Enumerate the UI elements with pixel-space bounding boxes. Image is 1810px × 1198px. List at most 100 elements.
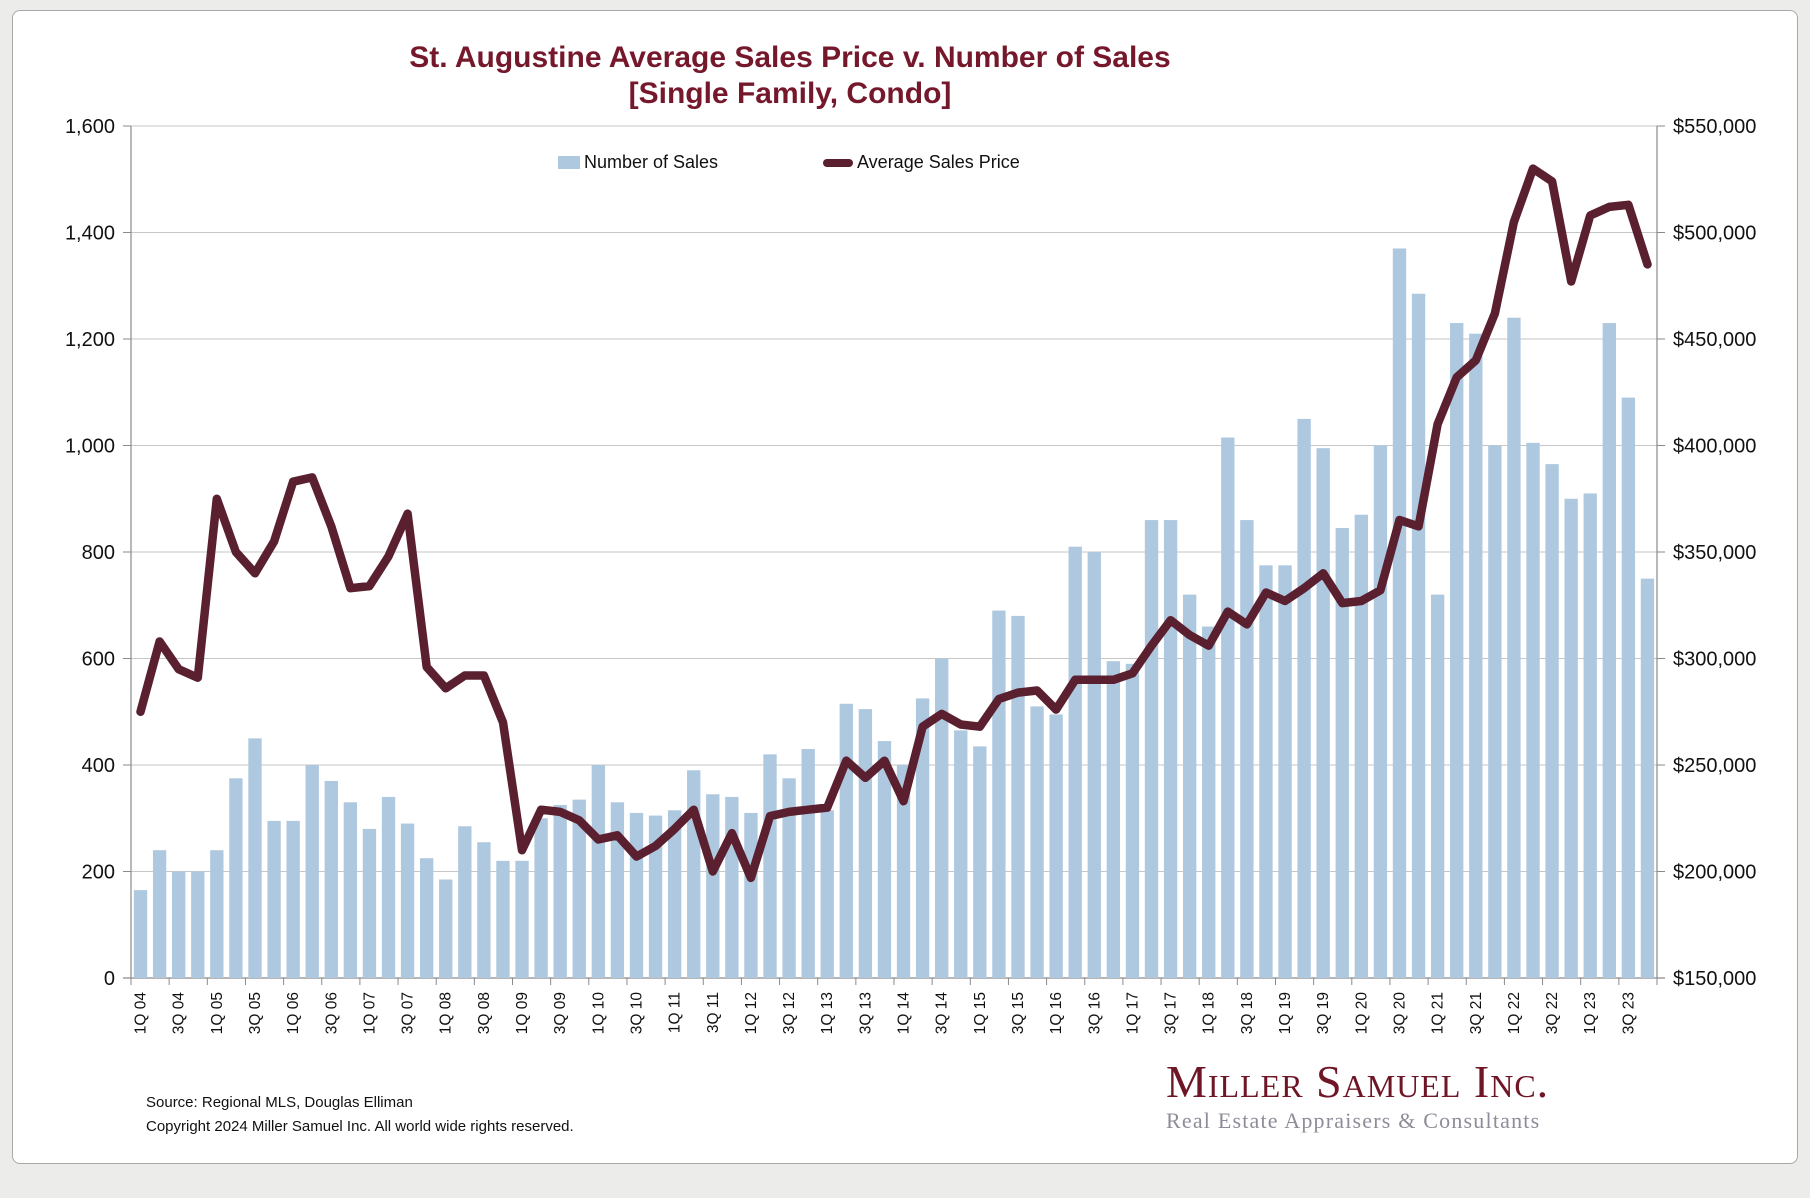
bar-1Q-14 — [896, 765, 911, 978]
bar-3Q-23 — [1621, 397, 1636, 978]
bar-3Q-16 — [1087, 552, 1101, 978]
x-axis-label-3Q-06: 3Q 06 — [323, 992, 340, 1034]
bar-4Q-23 — [1640, 578, 1655, 978]
x-axis-label-3Q-10: 3Q 10 — [628, 992, 645, 1035]
bar-2Q-11 — [687, 770, 701, 978]
legend-line-swatch-icon — [823, 158, 853, 167]
bar-2Q-10 — [610, 802, 625, 978]
legend-bar-swatch-icon — [558, 156, 580, 169]
y-axis-left-label: 600 — [82, 649, 115, 671]
x-axis-label-3Q-12: 3Q 12 — [781, 992, 798, 1034]
x-axis-label-3Q-07: 3Q 07 — [400, 992, 417, 1034]
x-axis-label-3Q-21: 3Q 21 — [1468, 992, 1485, 1034]
bar-1Q-04 — [133, 890, 148, 978]
bar-2Q-23 — [1602, 323, 1616, 978]
bar-4Q-20 — [1411, 293, 1426, 978]
x-axis-label-1Q-05: 1Q 05 — [209, 992, 226, 1034]
bar-2Q-16 — [1068, 546, 1082, 978]
bar-4Q-19 — [1335, 528, 1349, 978]
bar-4Q-05 — [267, 820, 281, 978]
y-axis-right-label: $150,000 — [1673, 968, 1756, 990]
bar-2Q-12 — [763, 754, 777, 978]
x-axis-label-1Q-12: 1Q 12 — [743, 992, 760, 1034]
bar-1Q-13 — [820, 810, 834, 978]
chart-title-line2: [Single Family, Condo] — [628, 77, 952, 110]
y-axis-left-label: 1,600 — [65, 116, 115, 138]
bar-3Q-15 — [1011, 615, 1025, 978]
x-axis-label-1Q-13: 1Q 13 — [819, 992, 836, 1034]
bar-2Q-19 — [1297, 418, 1311, 978]
bar-1Q-11 — [667, 810, 682, 978]
bar-4Q-04 — [191, 871, 205, 978]
bar-2Q-15 — [992, 610, 1006, 978]
y-axis-right-label: $350,000 — [1673, 542, 1756, 564]
bar-3Q-17 — [1163, 520, 1178, 978]
bar-1Q-19 — [1278, 565, 1292, 978]
bar-1Q-06 — [286, 820, 300, 978]
bar-4Q-08 — [496, 860, 510, 978]
bar-1Q-07 — [362, 828, 377, 978]
bar-1Q-16 — [1049, 714, 1063, 978]
legend-number-of-sales-label: Number of Sales — [584, 152, 719, 172]
x-axis-label-3Q-17: 3Q 17 — [1163, 992, 1180, 1034]
bar-3Q-04 — [172, 871, 186, 978]
x-axis-label-3Q-23: 3Q 23 — [1620, 992, 1637, 1034]
bar-1Q-08 — [439, 879, 453, 978]
bar-3Q-12 — [782, 778, 796, 978]
y-axis-right-label: $300,000 — [1673, 649, 1756, 671]
bar-3Q-19 — [1316, 448, 1330, 979]
bar-4Q-14 — [954, 730, 968, 978]
x-axis-label-1Q-22: 1Q 22 — [1506, 992, 1523, 1034]
x-axis-label-1Q-17: 1Q 17 — [1124, 992, 1141, 1034]
chart-title: St. Augustine Average Sales Price v. Num… — [0, 40, 1580, 112]
bar-4Q-13 — [877, 741, 892, 978]
bar-3Q-11 — [706, 794, 720, 978]
y-axis-right-label: $200,000 — [1673, 862, 1756, 884]
x-axis-label-1Q-16: 1Q 16 — [1048, 992, 1065, 1034]
bar-1Q-23 — [1583, 493, 1597, 978]
x-axis-label-3Q-14: 3Q 14 — [934, 992, 951, 1035]
bar-1Q-20 — [1354, 514, 1369, 978]
bar-2Q-14 — [915, 698, 930, 978]
bar-1Q-12 — [744, 812, 758, 978]
y-axis-left-label: 200 — [82, 862, 115, 884]
bar-1Q-21 — [1430, 594, 1445, 978]
bar-3Q-21 — [1469, 333, 1483, 978]
x-axis-label-3Q-15: 3Q 15 — [1010, 992, 1027, 1034]
branding: Miller Samuel Inc. Real Estate Appraiser… — [1166, 1058, 1706, 1134]
x-axis-label-1Q-21: 1Q 21 — [1430, 992, 1447, 1034]
x-axis-label-3Q-05: 3Q 05 — [247, 992, 264, 1034]
bar-2Q-05 — [229, 778, 243, 978]
bar-4Q-17 — [1182, 594, 1197, 978]
bar-4Q-10 — [648, 815, 663, 978]
bar-1Q-09 — [515, 860, 529, 978]
bar-4Q-22 — [1564, 498, 1578, 978]
bar-2Q-08 — [458, 826, 472, 978]
bar-2Q-22 — [1526, 442, 1540, 978]
brand-tagline: Real Estate Appraisers & Consultants — [1166, 1108, 1541, 1133]
average-sales-price-line — [136, 164, 1652, 883]
bar-2Q-09 — [534, 818, 548, 978]
bar-2Q-18 — [1221, 437, 1235, 978]
x-axis-label-3Q-13: 3Q 13 — [857, 992, 874, 1034]
legend-average-sales-price: Average Sales Price — [823, 152, 1020, 173]
bar-4Q-06 — [343, 802, 358, 978]
x-axis-label-3Q-19: 3Q 19 — [1315, 992, 1332, 1034]
x-axis-label-1Q-10: 1Q 10 — [590, 992, 607, 1035]
x-axis-label-1Q-11: 1Q 11 — [667, 992, 684, 1033]
bar-3Q-22 — [1545, 464, 1559, 978]
y-axis-right-label: $450,000 — [1673, 329, 1756, 351]
x-axis-label-1Q-19: 1Q 19 — [1277, 992, 1294, 1034]
bar-1Q-05 — [210, 850, 224, 978]
x-axis-label-1Q-18: 1Q 18 — [1201, 992, 1218, 1034]
bar-3Q-09 — [553, 804, 567, 978]
bar-2Q-17 — [1144, 520, 1159, 978]
bar-2Q-04 — [152, 850, 167, 978]
bar-2Q-06 — [305, 765, 319, 978]
y-axis-left-label: 0 — [104, 968, 115, 990]
bar-4Q-12 — [801, 749, 815, 978]
x-axis-label-1Q-09: 1Q 09 — [514, 992, 531, 1034]
legend-number-of-sales: Number of Sales — [558, 152, 718, 173]
bar-4Q-07 — [419, 858, 434, 978]
